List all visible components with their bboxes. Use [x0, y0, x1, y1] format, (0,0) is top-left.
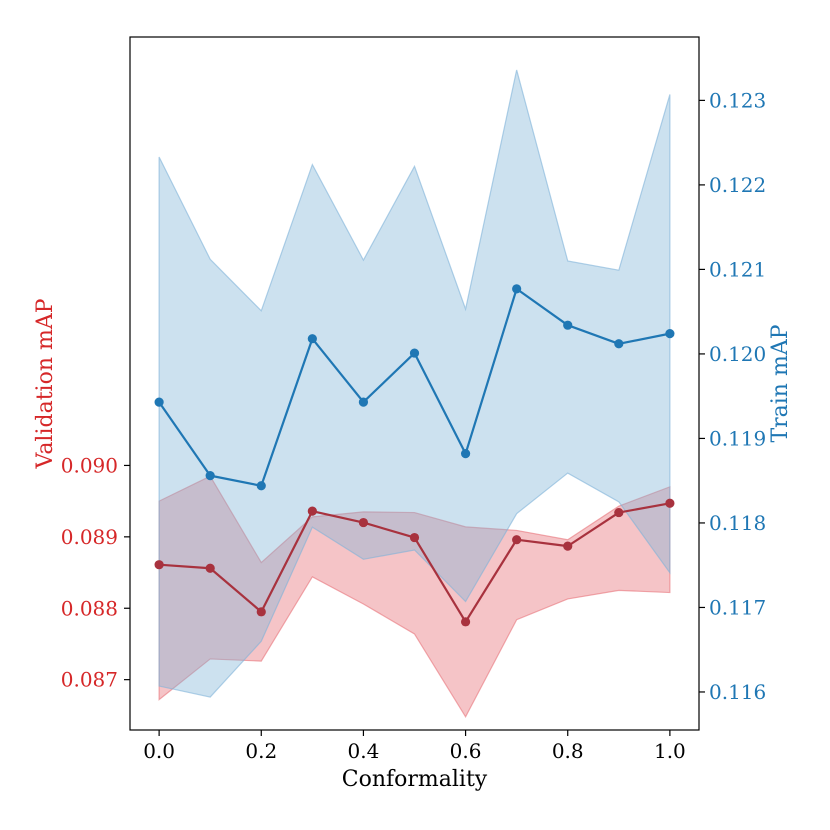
- train-map-point: [665, 329, 675, 339]
- train-map-point: [409, 348, 420, 358]
- right-tick-label: 0.117: [709, 595, 766, 619]
- right-tick-label: 0.121: [709, 257, 766, 281]
- left-axis-title: Validation mAP: [33, 298, 58, 469]
- x-axis-title: Conformality: [342, 767, 488, 792]
- left-tick-label: 0.090: [61, 453, 118, 477]
- right-tick-label: 0.122: [709, 173, 766, 197]
- right-tick-label: 0.123: [709, 88, 766, 112]
- validation-map-point: [358, 517, 369, 528]
- validation-map-point: [307, 506, 317, 516]
- right-tick-label: 0.118: [709, 511, 766, 535]
- train-map-point: [563, 320, 573, 330]
- series-points: [154, 284, 675, 627]
- left-axis-ticks: 0.087 0.088 0.089 0.090: [61, 453, 130, 692]
- validation-map-point: [512, 535, 522, 545]
- right-tick-label: 0.116: [709, 680, 766, 704]
- confidence-bands: [158, 69, 671, 719]
- x-tick-label: 0.0: [143, 739, 175, 763]
- train-map-point: [256, 481, 266, 491]
- validation-map-point: [409, 532, 420, 543]
- validation-map-point: [154, 560, 164, 570]
- train-map-point: [154, 397, 164, 407]
- left-tick-label: 0.087: [61, 668, 118, 692]
- validation-map-point: [205, 563, 215, 573]
- right-axis-ticks: 0.116 0.117 0.118 0.119 0.120 0.121 0.122 0.123: [699, 88, 766, 704]
- validation-map-band: [158, 475, 671, 719]
- train-map-point: [307, 334, 317, 344]
- x-axis-ticks: 0.0 0.2 0.4 0.6 0.8 1.0: [143, 730, 686, 763]
- x-tick-label: 1.0: [654, 739, 686, 763]
- train-map-point: [358, 397, 369, 407]
- right-tick-label: 0.120: [709, 342, 766, 366]
- validation-map-point: [460, 617, 471, 627]
- left-tick-label: 0.088: [61, 596, 118, 620]
- plot-frame: [129, 36, 700, 731]
- train-map-point: [614, 339, 624, 349]
- x-tick-label: 0.4: [348, 739, 380, 763]
- train-map-point: [512, 284, 522, 294]
- validation-map-point: [665, 498, 675, 508]
- validation-map-point: [256, 607, 266, 617]
- validation-map-point: [563, 541, 573, 551]
- right-axis-title: Train mAP: [768, 324, 793, 442]
- train-map-band: [158, 69, 671, 698]
- x-tick-label: 0.6: [450, 739, 482, 763]
- validation-map-point: [614, 507, 624, 518]
- right-tick-label: 0.119: [709, 426, 766, 450]
- x-tick-label: 0.2: [245, 739, 277, 763]
- x-tick-label: 0.8: [552, 739, 584, 763]
- train-map-point: [460, 449, 471, 459]
- train-map-point: [205, 471, 215, 481]
- left-tick-label: 0.089: [61, 525, 118, 549]
